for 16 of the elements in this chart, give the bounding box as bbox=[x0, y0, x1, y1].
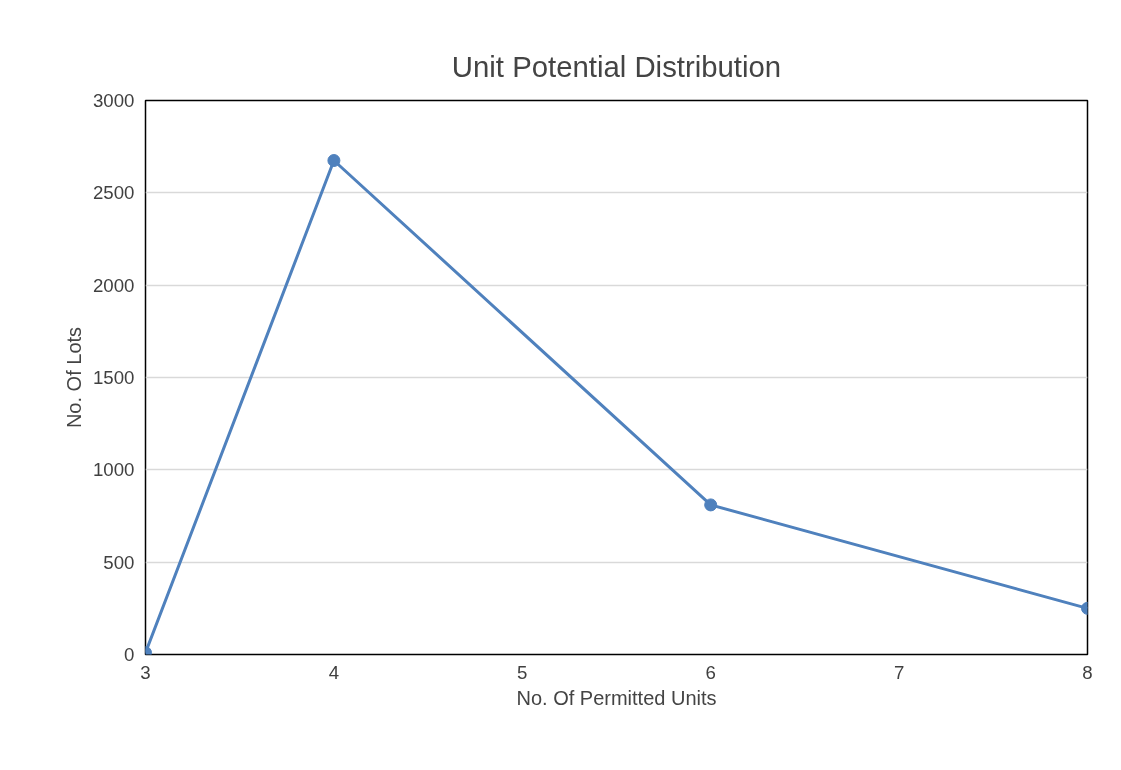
y-tick-label: 3000 bbox=[93, 90, 135, 111]
y-tick-label: 2500 bbox=[93, 182, 135, 204]
x-tick-label: 6 bbox=[705, 661, 716, 683]
x-axis-title: No. Of Permitted Units bbox=[516, 686, 717, 709]
x-tick-label: 3 bbox=[140, 661, 151, 683]
y-tick-label: 500 bbox=[103, 551, 135, 573]
x-tick-label: 7 bbox=[893, 661, 905, 683]
y-tick-label: 1500 bbox=[93, 367, 135, 388]
x-tick-label: 8 bbox=[1082, 661, 1093, 683]
chart-title: Unit Potential Distribution bbox=[451, 50, 782, 83]
y-tick-label: 0 bbox=[124, 644, 135, 665]
y-tick-label: 1000 bbox=[93, 459, 135, 481]
x-tick-label: 4 bbox=[328, 661, 340, 683]
x-tick-label: 5 bbox=[517, 661, 528, 683]
y-axis-title: No. Of Lots bbox=[63, 326, 85, 429]
y-tick-label: 2000 bbox=[93, 274, 135, 296]
